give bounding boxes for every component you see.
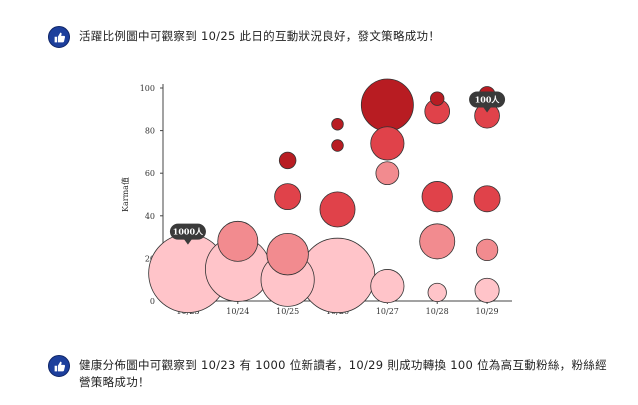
tooltip-bubble: [169, 223, 206, 240]
tooltip-bubble: [469, 91, 506, 108]
bubble-point: [331, 117, 344, 131]
x-tick-label: 10/27: [376, 307, 399, 316]
y-tick-label: 80: [145, 127, 155, 136]
bubble-point: [278, 151, 297, 170]
top-note-text: 活躍比例圖中可觀察到 10/25 此日的互動狀況良好，發文策略成功！: [79, 29, 441, 43]
y-tick-label: 0: [150, 297, 155, 306]
x-tick-label: 10/28: [426, 307, 449, 316]
bubble-point: [331, 139, 344, 152]
x-tick-label: 10/24: [226, 307, 249, 316]
y-tick-label: 40: [145, 212, 155, 221]
bubble-point: [421, 181, 453, 213]
thumbs-up-icon: [48, 355, 70, 377]
bubble-point: [266, 232, 309, 276]
bubble-series: [148, 78, 501, 314]
bubble-point: [375, 161, 400, 186]
thumbs-up-icon: [48, 26, 70, 48]
bubble-point: [419, 223, 456, 260]
bubble-point: [473, 185, 501, 213]
y-axis-label: Karma值: [120, 177, 130, 212]
bubble-point: [360, 78, 414, 132]
bubble-point: [475, 238, 499, 262]
bottom-note: 健康分佈圖中可觀察到 10/23 有 1000 位新讀者，10/29 則成功轉換…: [48, 355, 608, 391]
tooltip-label: 1000人: [173, 227, 204, 237]
tooltip-pointer: [183, 239, 192, 245]
bubble-point: [430, 91, 445, 106]
bubble-point: [474, 277, 500, 303]
x-tick-label: 10/29: [476, 307, 499, 316]
annotation-tooltip: 1000人: [169, 223, 206, 245]
bubble-point: [319, 191, 356, 228]
annotation-tooltip: 100人: [469, 91, 506, 113]
bubble-point: [370, 269, 405, 304]
tooltip-label: 100人: [475, 95, 501, 105]
bottom-note-text: 健康分佈圖中可觀察到 10/23 有 1000 位新讀者，10/29 則成功轉換…: [79, 358, 607, 389]
top-note: 活躍比例圖中可觀察到 10/25 此日的互動狀況良好，發文策略成功！: [48, 26, 440, 48]
bubble-point: [427, 282, 447, 303]
bubble-point: [217, 220, 259, 262]
y-tick-label: 20: [145, 254, 155, 263]
tooltip-pointer: [483, 107, 492, 113]
chart-annotations: 1000人 100人: [169, 91, 506, 245]
y-tick-label: 100: [140, 84, 155, 93]
bubble-point: [274, 183, 302, 211]
y-tick-label: 60: [145, 169, 155, 178]
x-tick-label: 10/25: [276, 307, 299, 316]
bubble-point: [370, 126, 405, 161]
